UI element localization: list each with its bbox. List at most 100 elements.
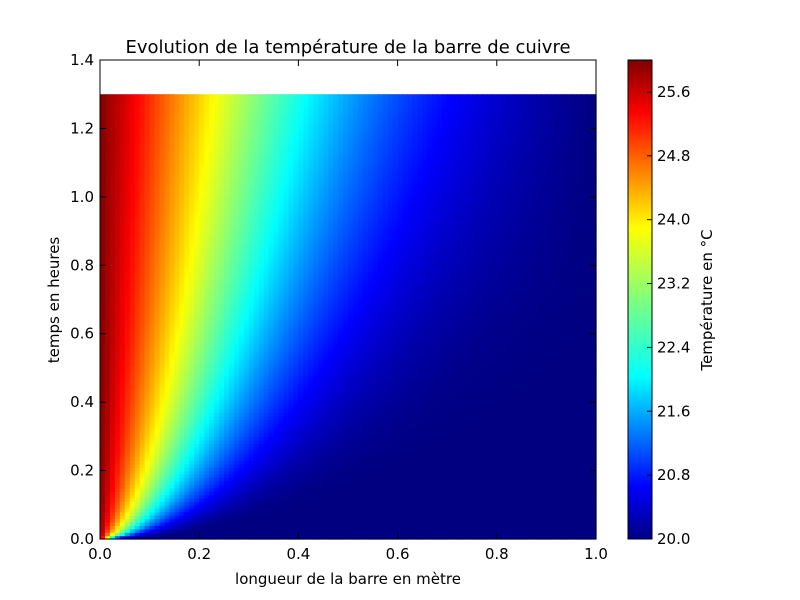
- heatmap-cell: [501, 518, 508, 523]
- heatmap-cell: [586, 412, 592, 417]
- heatmap-cell: [293, 385, 299, 390]
- heatmap-cell: [452, 504, 458, 509]
- heatmap-cell: [462, 470, 468, 475]
- heatmap-cell: [124, 497, 131, 502]
- heatmap-cell: [119, 398, 126, 403]
- heatmap-cell: [457, 473, 463, 479]
- heatmap-cell: [352, 405, 359, 410]
- heatmap-cell: [303, 443, 309, 448]
- heatmap-cell: [159, 374, 166, 379]
- heatmap-cell: [432, 436, 438, 441]
- heatmap-cell: [104, 378, 111, 383]
- heatmap-cell: [209, 395, 215, 400]
- heatmap-cell: [313, 419, 319, 424]
- heatmap-cell: [164, 518, 171, 523]
- heatmap-cell: [352, 473, 359, 479]
- heatmap-cell: [571, 518, 577, 523]
- heatmap-cell: [412, 422, 419, 427]
- heatmap-cell: [521, 463, 528, 468]
- heatmap-cell: [179, 484, 185, 489]
- heatmap-cell: [472, 419, 478, 424]
- heatmap-cell: [402, 381, 409, 386]
- heatmap-cell: [536, 460, 543, 465]
- heatmap-cell: [129, 480, 136, 485]
- heatmap-cell: [199, 491, 205, 496]
- heatmap-cell: [387, 405, 394, 410]
- heatmap-cell: [268, 402, 275, 407]
- heatmap-cell: [506, 415, 513, 420]
- heatmap-cell: [109, 480, 116, 485]
- heatmap-cell: [253, 460, 260, 465]
- heatmap-cell: [496, 528, 503, 533]
- heatmap-cell: [352, 422, 359, 427]
- heatmap-cell: [100, 460, 106, 465]
- heatmap-cell: [209, 521, 215, 526]
- heatmap-cell: [427, 525, 433, 530]
- heatmap-cell: [129, 497, 136, 502]
- heatmap-cell: [273, 491, 280, 496]
- heatmap-cell: [362, 446, 369, 451]
- heatmap-cell: [521, 367, 528, 372]
- heatmap-cell: [139, 395, 146, 400]
- heatmap-cell: [397, 436, 404, 441]
- heatmap-cell: [318, 467, 324, 472]
- heatmap-cell: [219, 460, 225, 465]
- heatmap-cell: [194, 460, 200, 465]
- heatmap-cell: [164, 432, 171, 437]
- heatmap-cell: [219, 477, 225, 482]
- heatmap-cell: [273, 494, 280, 499]
- heatmap-cell: [233, 446, 240, 451]
- heatmap-cell: [189, 463, 195, 468]
- heatmap-cell: [372, 480, 379, 485]
- heatmap-cell: [462, 395, 468, 400]
- heatmap-cell: [437, 453, 443, 458]
- heatmap-cell: [154, 439, 161, 444]
- heatmap-cell: [367, 415, 374, 420]
- heatmap-cell: [437, 422, 443, 427]
- heatmap-cell: [377, 484, 384, 489]
- heatmap-cell: [481, 395, 488, 400]
- heatmap-cell: [546, 521, 552, 526]
- heatmap-cell: [348, 408, 354, 414]
- heatmap-cell: [541, 497, 547, 502]
- heatmap-cell: [377, 504, 384, 509]
- heatmap-cell: [367, 494, 374, 499]
- heatmap-cell: [407, 491, 414, 496]
- heatmap-cell: [412, 463, 419, 468]
- heatmap-cell: [174, 463, 180, 468]
- heatmap-cell: [462, 436, 468, 441]
- heatmap-cell: [194, 494, 200, 499]
- heatmap-cell: [357, 460, 364, 465]
- heatmap-cell: [551, 460, 557, 465]
- heatmap-cell: [184, 467, 190, 472]
- heatmap-cell: [501, 395, 508, 400]
- heatmap-cell: [233, 419, 240, 424]
- heatmap-cell: [476, 456, 483, 461]
- heatmap-cell: [556, 484, 562, 489]
- heatmap-cell: [313, 446, 319, 451]
- heatmap-cell: [139, 504, 146, 509]
- heatmap-cell: [382, 525, 389, 530]
- heatmap-cell: [129, 460, 136, 465]
- heatmap-cell: [273, 429, 280, 434]
- heatmap-cell: [392, 460, 399, 465]
- heatmap-cell: [184, 480, 190, 485]
- heatmap-cell: [209, 456, 215, 461]
- heatmap-cell: [496, 504, 503, 509]
- heatmap-cell: [219, 405, 225, 410]
- heatmap-cell: [224, 446, 230, 451]
- heatmap-cell: [476, 415, 483, 420]
- heatmap-cell: [531, 446, 538, 451]
- heatmap-cell: [402, 460, 409, 465]
- heatmap-cell: [432, 491, 438, 496]
- heatmap-cell: [476, 391, 483, 396]
- heatmap-cell: [258, 385, 265, 390]
- heatmap-cell: [333, 408, 339, 414]
- heatmap-cell: [442, 525, 448, 530]
- heatmap-cell: [298, 535, 304, 540]
- heatmap-cell: [313, 484, 319, 489]
- heatmap-cell: [392, 504, 399, 509]
- heatmap-cell: [313, 415, 319, 420]
- heatmap-cell: [323, 374, 329, 379]
- heatmap-cell: [521, 381, 528, 386]
